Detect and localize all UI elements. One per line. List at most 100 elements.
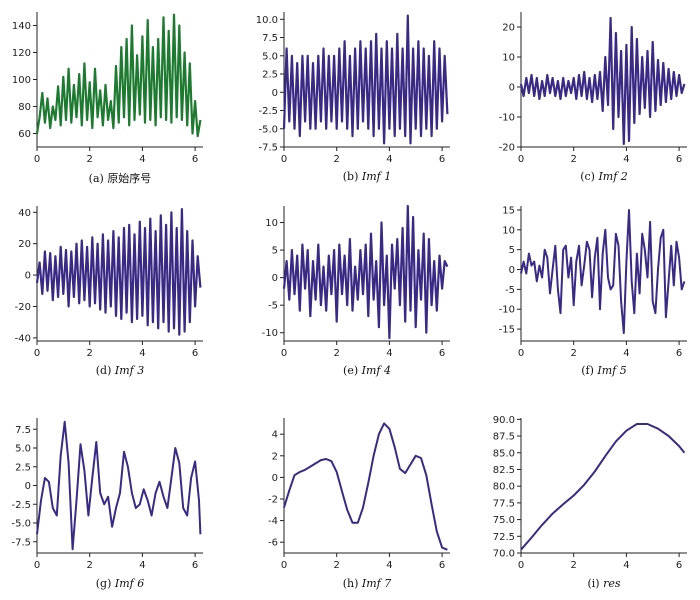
subplot-c: 0 2 4 6 -20 -10 0 10 20 xyxy=(499,12,687,165)
y-tick-label: 100 xyxy=(12,75,31,86)
y-tick-label: 4 xyxy=(272,430,278,441)
y-tick-label: -40 xyxy=(15,333,31,344)
caption-name: Imf 1 xyxy=(361,170,392,183)
subplot-caption: (f) Imf 5 xyxy=(544,364,664,377)
y-tick-label: 60 xyxy=(18,129,31,140)
caption-name: 原始序号 xyxy=(107,172,152,185)
series-line xyxy=(283,422,448,551)
y-tick-label: -7.5 xyxy=(11,537,31,548)
y-tick-label: 5 xyxy=(272,246,278,257)
y-tick-label: -15 xyxy=(499,325,515,336)
y-tick-label: -7.5 xyxy=(258,143,278,154)
series-line xyxy=(282,204,449,340)
caption-name: Imf 7 xyxy=(361,577,392,590)
x-tick-label: 0 xyxy=(518,348,524,359)
x-tick-label: 2 xyxy=(571,348,577,359)
y-tick-label: 20 xyxy=(502,23,515,34)
caption-name: Imf 4 xyxy=(361,364,391,377)
subplot-caption: (e) Imf 4 xyxy=(307,364,427,377)
y-tick-label: -6 xyxy=(268,538,278,549)
y-tick-label: 0 xyxy=(509,83,515,94)
series-line xyxy=(282,14,449,145)
y-tick-label: 10 xyxy=(265,218,278,229)
series-line xyxy=(35,208,202,336)
y-tick-label: 72.5 xyxy=(493,532,515,543)
y-tick-label: -5 xyxy=(505,285,515,296)
y-tick-label: 0 xyxy=(25,271,31,282)
x-tick-label: 4 xyxy=(139,560,145,571)
series-line xyxy=(520,423,686,551)
caption-prefix: (e) xyxy=(343,364,362,377)
y-tick-label: -20 xyxy=(15,302,31,313)
x-tick-label: 4 xyxy=(386,560,392,571)
subplot-g: 0 2 4 6 -7.5 -5.0 -2.5 0 2.5 5.0 7.5 xyxy=(11,418,203,571)
y-tick-label: 87.5 xyxy=(493,432,515,443)
caption-name: Imf 6 xyxy=(114,577,145,590)
x-tick-label: 2 xyxy=(334,560,340,571)
caption-name: Imf 5 xyxy=(597,364,627,377)
caption-prefix: (a) xyxy=(88,172,108,185)
caption-prefix: (c) xyxy=(580,170,599,183)
subplot-caption: (b) Imf 1 xyxy=(307,170,427,183)
x-tick-label: 0 xyxy=(518,154,524,165)
y-tick-label: 85.0 xyxy=(493,448,515,459)
y-tick-label: 2.5 xyxy=(262,70,278,81)
y-tick-label: -5.0 xyxy=(258,124,278,135)
subplot-caption: (d) Imf 3 xyxy=(60,364,180,377)
y-tick-label: -10 xyxy=(262,328,278,339)
x-tick-label: 2 xyxy=(571,154,577,165)
subplot-f: 0 2 4 6 -15 -10 -5 0 5 10 15 xyxy=(499,205,687,359)
x-tick-label: 0 xyxy=(281,348,287,359)
y-tick-label: 90.0 xyxy=(493,415,515,426)
y-tick-label: 2.5 xyxy=(15,462,31,473)
x-tick-label: 6 xyxy=(439,560,445,571)
y-tick-label: -2 xyxy=(268,495,278,506)
y-tick-label: -5 xyxy=(268,301,278,312)
y-tick-label: 82.5 xyxy=(493,465,515,476)
y-tick-label: 5.0 xyxy=(262,51,278,62)
subplot-a: 0 2 4 6 60 80 100 120 140 xyxy=(12,12,203,165)
y-tick-label: 0 xyxy=(272,88,278,99)
y-tick-label: 5.0 xyxy=(15,444,31,455)
subplot-caption: (g) Imf 6 xyxy=(60,577,180,590)
y-tick-label: -2.5 xyxy=(258,106,278,117)
y-tick-label: 120 xyxy=(12,48,31,59)
y-tick-label: -10 xyxy=(499,305,515,316)
y-tick-label: -20 xyxy=(499,143,515,154)
y-tick-label: 20 xyxy=(18,239,31,250)
x-tick-label: 0 xyxy=(281,154,287,165)
x-tick-label: 0 xyxy=(518,560,524,571)
x-tick-label: 2 xyxy=(334,154,340,165)
x-tick-label: 4 xyxy=(623,560,629,571)
y-tick-label: 0 xyxy=(272,473,278,484)
y-tick-label: 0 xyxy=(509,265,515,276)
x-tick-label: 0 xyxy=(34,154,40,165)
y-tick-label: 80.0 xyxy=(493,482,515,493)
y-tick-label: -2.5 xyxy=(11,500,31,511)
subplot-d: 0 2 4 6 -40 -20 0 20 40 xyxy=(15,206,203,359)
y-tick-label: 70.0 xyxy=(493,549,515,560)
x-tick-label: 2 xyxy=(87,348,93,359)
x-tick-label: 4 xyxy=(623,348,629,359)
x-tick-label: 6 xyxy=(439,154,445,165)
y-tick-label: 75.0 xyxy=(493,515,515,526)
x-tick-label: 4 xyxy=(386,154,392,165)
y-tick-label: 40 xyxy=(18,208,31,219)
x-tick-label: 6 xyxy=(192,348,198,359)
y-tick-label: -10 xyxy=(499,113,515,124)
x-tick-label: 6 xyxy=(676,560,682,571)
x-tick-label: 0 xyxy=(34,348,40,359)
subplot-caption: (i) res xyxy=(544,577,664,590)
x-tick-label: 4 xyxy=(139,348,145,359)
x-tick-label: 6 xyxy=(676,154,682,165)
x-tick-label: 6 xyxy=(439,348,445,359)
caption-name: Imf 3 xyxy=(114,364,145,377)
caption-prefix: (f) xyxy=(581,364,598,377)
x-tick-label: 2 xyxy=(87,154,93,165)
caption-name: res xyxy=(603,577,621,590)
caption-prefix: (i) xyxy=(587,577,604,590)
x-tick-label: 4 xyxy=(623,154,629,165)
subplot-caption: (h) Imf 7 xyxy=(307,577,427,590)
x-tick-label: 2 xyxy=(87,560,93,571)
subplot-e: 0 2 4 6 -10 -5 0 5 10 xyxy=(262,204,450,359)
